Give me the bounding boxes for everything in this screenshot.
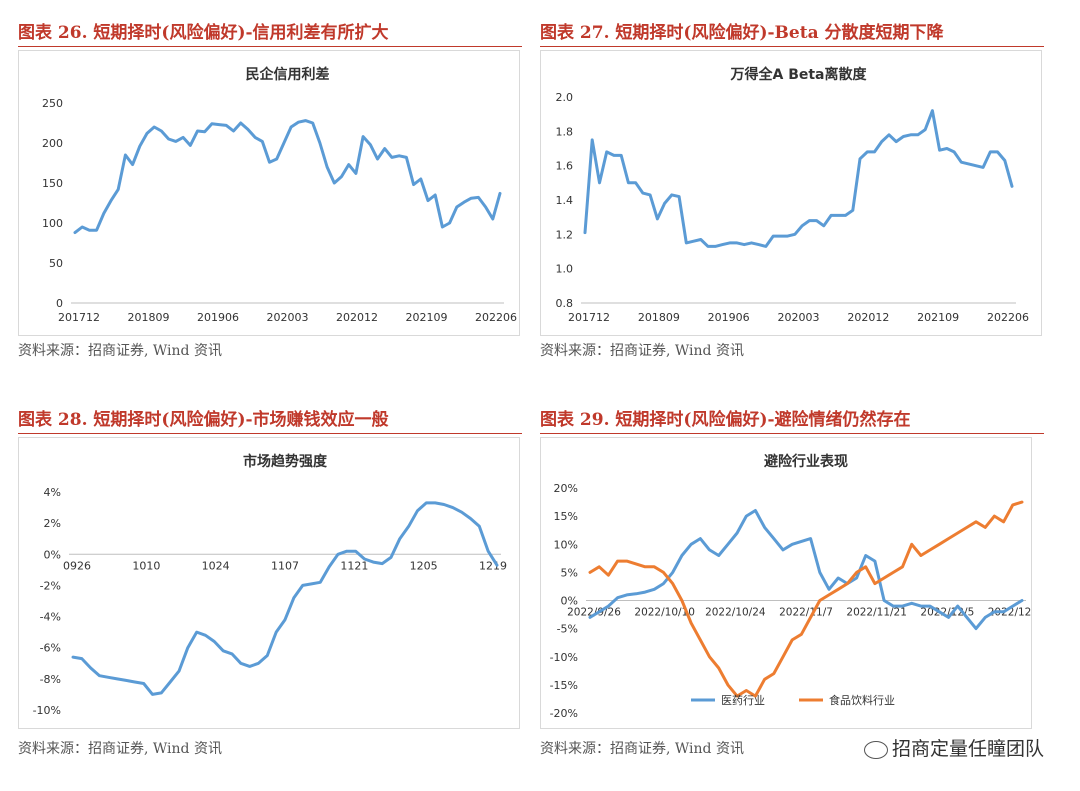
chart3-y-tick-label: -5%: [557, 623, 578, 636]
watermark: 招商定量任瞳团队: [863, 734, 1044, 761]
chart3-x-tick-label: 2022/12/19: [988, 607, 1031, 619]
chart1-x-tick-label: 202206: [987, 311, 1029, 324]
chart0-y-tick-label: 150: [42, 177, 63, 190]
chart2-y-tick-label: -2%: [40, 579, 61, 592]
chart-29-svg: 避险行业表现 -20% -15% -10% -5% 0% 5% 10% 15% 20% 2022/9…: [550, 453, 1031, 720]
chart0-y-tick-label: 200: [42, 137, 63, 150]
chart0-x-tick-label: 202206: [475, 311, 517, 324]
chart3-y-tick-label: -15%: [550, 679, 578, 692]
chart1-x-tick-label: 201712: [568, 311, 610, 324]
chart0-y-tick-label: 100: [42, 217, 63, 230]
chart3-y-tick-label: -10%: [550, 651, 578, 664]
chart0-y-tick-label: 50: [49, 257, 63, 270]
chart-27-svg: 万得全A Beta离散度 0.8 1.0 1.2 1.4 1.6 1.8 2.0 201712 2…: [556, 66, 1030, 324]
chart2-x-tick-label: 1107: [271, 559, 299, 572]
chart1-x-tick-label: 201906: [708, 311, 750, 324]
chart3-x-tick-label: 2022/9/26: [567, 607, 621, 619]
chart-27-source: 资料来源：招商证券, Wind 资讯: [540, 343, 744, 359]
chart1-y-tick-label: 1.2: [556, 228, 574, 241]
chart1-x-tick-label: 202109: [917, 311, 959, 324]
chart1-x-tick-label: 202003: [778, 311, 820, 324]
chart-29-rule: [540, 433, 1044, 434]
chart2-y-tick-label: 0%: [44, 548, 61, 561]
chart2-y-tick-label: -6%: [40, 642, 61, 655]
chart3-y-tick-label: -20%: [550, 707, 578, 720]
chart3-y-tick-label: 0%: [561, 595, 578, 608]
chart2-y-tick-label: 4%: [44, 486, 61, 499]
chart0-y-tick-label: 0: [56, 297, 63, 310]
chart2-x-tick-label: 1024: [202, 559, 230, 572]
chart-29-source: 资料来源：招商证券, Wind 资讯: [540, 741, 744, 757]
chart-28-rule: [18, 433, 522, 434]
chart0-series-line-0: [73, 119, 502, 235]
chart3-legend-label-0: 医药行业: [721, 694, 765, 707]
chart-29-frame: 避险行业表现 -20% -15% -10% -5% 0% 5% 10% 15% 20% 2022/9…: [540, 437, 1032, 729]
chart1-y-tick-label: 0.8: [556, 297, 574, 310]
chart2-x-tick-label: 0926: [63, 559, 91, 572]
chart2-x-tick-label: 1010: [132, 559, 160, 572]
chart2-title: 市场趋势强度: [243, 453, 328, 470]
chart3-x-tick-label: 2022/11/7: [779, 607, 833, 619]
chart-27-heading: 图表 27. 短期择时(风险偏好)-Beta 分散度短期下降: [540, 23, 944, 43]
chart3-y-tick-label: 15%: [554, 510, 578, 523]
chart1-x-tick-label: 202012: [847, 311, 889, 324]
chart-26-source: 资料来源：招商证券, Wind 资讯: [18, 343, 222, 359]
chart2-y-tick-label: 2%: [44, 517, 61, 530]
chart3-series-line-1: [588, 500, 1024, 698]
chart2-y-tick-label: -4%: [40, 611, 61, 624]
chart0-x-tick-label: 201809: [128, 311, 170, 324]
chart-26-rule: [18, 46, 522, 47]
chart3-y-tick-label: 20%: [554, 482, 578, 495]
chart0-x-tick-label: 201906: [197, 311, 239, 324]
chart2-x-tick-label: 1205: [410, 559, 438, 572]
chart0-x-tick-label: 202109: [406, 311, 448, 324]
chart2-y-tick-label: -10%: [33, 704, 61, 717]
chart3-legend-label-1: 食品饮料行业: [829, 693, 895, 707]
chart3-title: 避险行业表现: [764, 453, 848, 470]
chart3-x-tick-label: 2022/11/21: [846, 607, 907, 619]
chart2-x-tick-label: 1219: [479, 559, 507, 572]
chart2-y-tick-label: -8%: [40, 673, 61, 686]
wechat-icon: [863, 740, 888, 759]
chart2-x-tick-label: 1121: [340, 559, 368, 572]
chart-27-rule: [540, 46, 1044, 47]
chart0-x-tick-label: 202003: [267, 311, 309, 324]
chart1-y-tick-label: 1.6: [556, 160, 574, 173]
chart1-y-tick-label: 1.0: [556, 263, 574, 276]
chart3-y-tick-label: 5%: [561, 566, 578, 579]
watermark-text: 招商定量任瞳团队: [891, 738, 1044, 760]
chart2-series-line-0: [71, 501, 499, 696]
chart-28-source: 资料来源：招商证券, Wind 资讯: [18, 741, 222, 757]
chart3-x-tick-label: 2022/10/24: [705, 607, 766, 619]
chart0-title: 民企信用利差: [246, 66, 330, 83]
chart-26-frame: 民企信用利差 0 50 100 150 200 250 201712 201809 201906 2…: [18, 50, 520, 336]
chart1-series-line-0: [583, 109, 1014, 248]
chart-29-heading: 图表 29. 短期择时(风险偏好)-避险情绪仍然存在: [540, 410, 911, 430]
chart1-title: 万得全A Beta离散度: [729, 66, 867, 83]
chart-26-heading: 图表 26. 短期择时(风险偏好)-信用利差有所扩大: [18, 23, 389, 43]
chart0-x-tick-label: 201712: [58, 311, 100, 324]
chart0-x-tick-label: 202012: [336, 311, 378, 324]
chart3-series-line-0: [588, 509, 1024, 631]
chart-28-svg: 市场趋势强度 -10% -8% -6% -4% -2% 0% 2% 4% 0926 1010 1024…: [33, 453, 507, 717]
chart-28-heading: 图表 28. 短期择时(风险偏好)-市场赚钱效应一般: [18, 410, 389, 430]
chart1-y-tick-label: 1.8: [556, 125, 574, 138]
chart-28-frame: 市场趋势强度 -10% -8% -6% -4% -2% 0% 2% 4% 0926 1010 1024…: [18, 437, 520, 729]
chart3-x-tick-label: 2022/10/10: [634, 607, 695, 619]
chart-27-frame: 万得全A Beta离散度 0.8 1.0 1.2 1.4 1.6 1.8 2.0 201712 2…: [540, 50, 1042, 336]
chart1-x-tick-label: 201809: [638, 311, 680, 324]
chart1-y-tick-label: 1.4: [556, 194, 574, 207]
chart-26-svg: 民企信用利差 0 50 100 150 200 250 201712 201809 201906 2…: [42, 66, 517, 324]
chart3-y-tick-label: 10%: [554, 538, 578, 551]
chart0-y-tick-label: 250: [42, 97, 63, 110]
chart1-y-tick-label: 2.0: [556, 91, 574, 104]
